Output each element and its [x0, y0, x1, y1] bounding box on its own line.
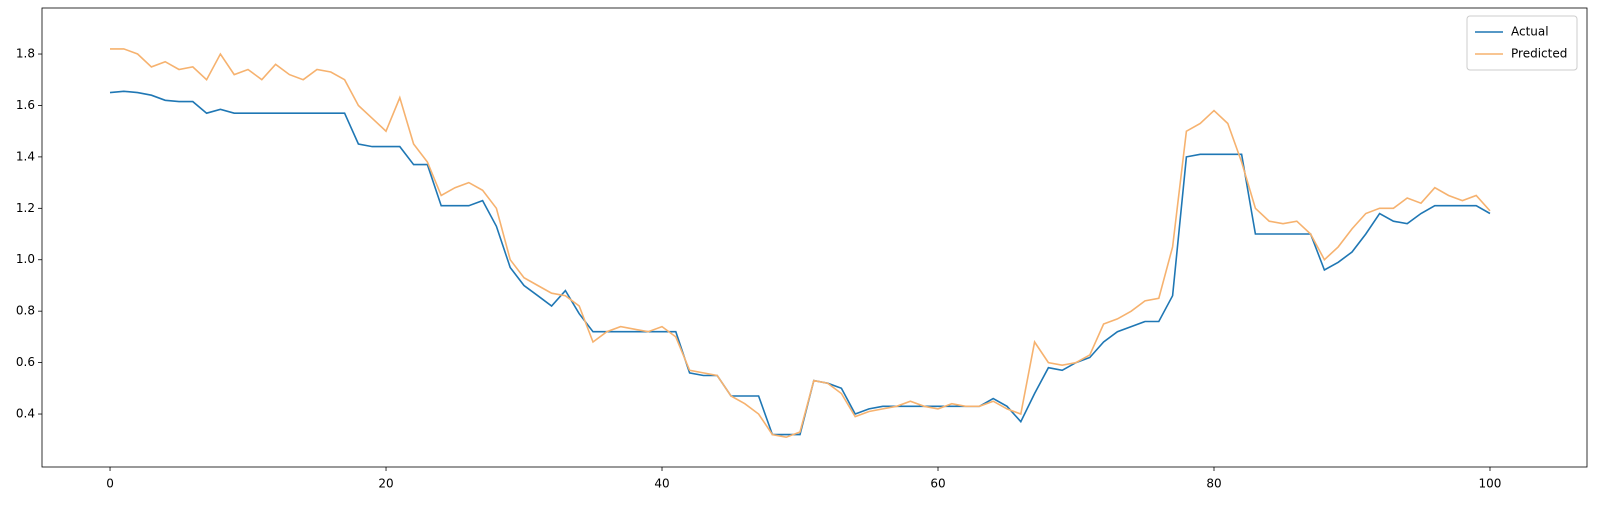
y-tick-label: 1.2	[16, 201, 35, 215]
legend-box	[1466, 15, 1578, 71]
legend-label: Actual	[1511, 25, 1549, 39]
x-tick-label: 100	[1479, 477, 1502, 491]
y-tick-label: 1.4	[16, 149, 35, 163]
y-tick-label: 1.0	[16, 252, 35, 266]
y-tick-label: 0.8	[16, 304, 35, 318]
y-tick-label: 0.4	[16, 407, 35, 421]
y-tick-label: 1.8	[16, 47, 35, 61]
series-line	[109, 90, 1491, 436]
x-tick-label: 20	[378, 477, 393, 491]
plot-frame	[41, 7, 1588, 468]
x-tick-label: 0	[106, 477, 114, 491]
x-tick-label: 60	[930, 477, 945, 491]
x-tick-label: 80	[1206, 477, 1221, 491]
x-tick-label: 40	[654, 477, 669, 491]
y-tick-label: 1.6	[16, 98, 35, 112]
legend-label: Predicted	[1511, 47, 1567, 61]
y-tick-label: 0.6	[16, 355, 35, 369]
series-line	[110, 48, 1491, 439]
